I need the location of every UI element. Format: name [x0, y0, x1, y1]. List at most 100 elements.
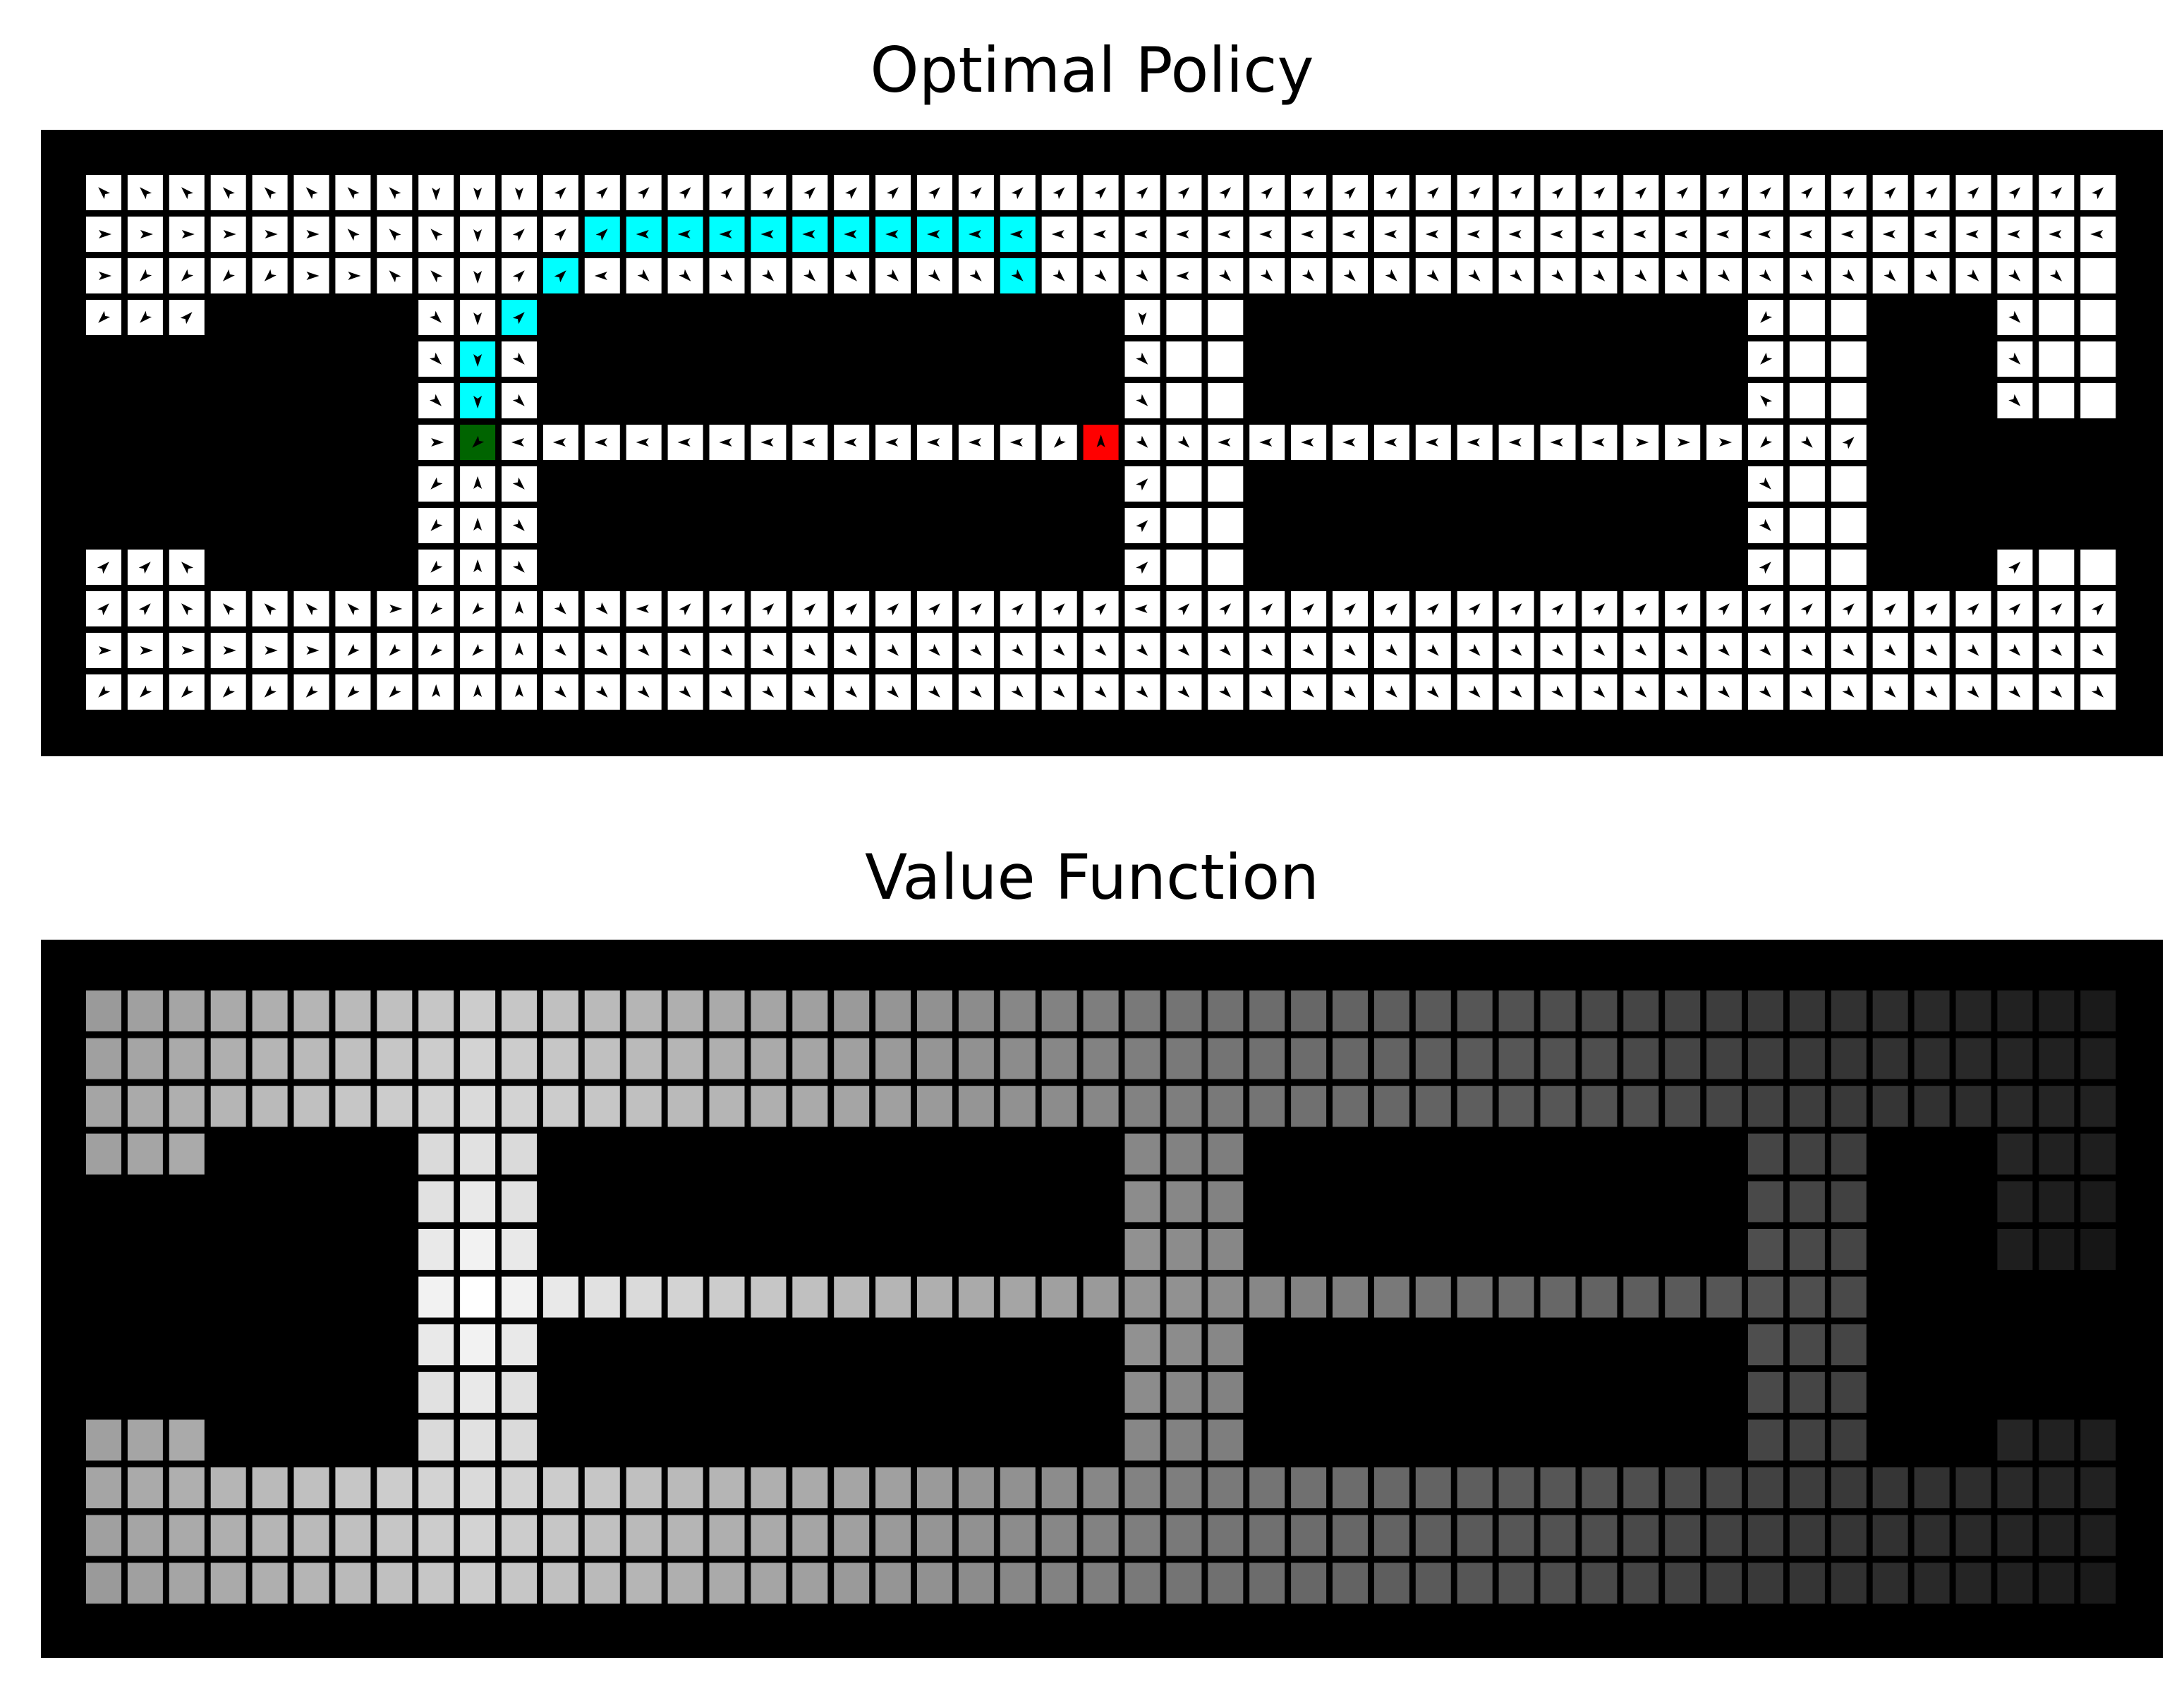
- value-cell: [1373, 1038, 1409, 1079]
- policy-arrow-icon: [719, 438, 732, 447]
- value-cell: [834, 1515, 870, 1556]
- policy-arrow-icon: [222, 187, 235, 200]
- policy-arrow-icon: [389, 229, 401, 241]
- policy-arrow-icon: [2008, 269, 2021, 281]
- value-cell: [169, 1133, 205, 1175]
- policy-arrow-icon: [2049, 230, 2062, 238]
- policy-arrow-icon: [679, 643, 691, 656]
- policy-arrow-icon: [265, 646, 278, 655]
- policy-arrow-icon: [1551, 603, 1564, 616]
- value-cell: [1789, 1371, 1825, 1413]
- value-cell: [86, 1515, 121, 1556]
- value-cell: [1415, 990, 1451, 1031]
- policy-arrow-icon: [140, 685, 152, 698]
- policy-arrow-icon: [802, 438, 815, 447]
- value-cell: [2039, 1229, 2075, 1270]
- policy-arrow-icon: [1259, 230, 1273, 238]
- policy-arrow-icon: [264, 269, 277, 281]
- value-cell: [502, 1467, 537, 1508]
- value-cell: [1124, 1133, 1160, 1175]
- policy-arrow-icon: [389, 270, 401, 283]
- value-cell: [1955, 1467, 1991, 1508]
- value-cell: [626, 1276, 662, 1318]
- grid-cell: [2039, 341, 2075, 377]
- policy-arrow-icon: [223, 646, 236, 655]
- policy-arrow-icon: [1510, 603, 1522, 616]
- value-cell: [1124, 1419, 1160, 1461]
- policy-arrow-icon: [430, 352, 442, 365]
- policy-arrow-icon: [1760, 352, 1773, 365]
- value-cell: [1041, 1515, 1077, 1556]
- value-cell: [502, 1133, 537, 1175]
- value-cell: [1457, 1467, 1493, 1508]
- value-cell: [502, 1371, 537, 1413]
- value-cell: [1831, 1371, 1867, 1413]
- value-cell: [584, 1276, 620, 1318]
- grid-cell: [1789, 508, 1825, 543]
- value-cell: [1208, 1467, 1244, 1508]
- policy-arrow-icon: [886, 603, 899, 616]
- policy-arrow-icon: [1636, 438, 1649, 447]
- policy-arrow-icon: [1011, 187, 1024, 200]
- policy-arrow-icon: [2008, 187, 2021, 200]
- value-cell: [1748, 990, 1783, 1031]
- grid-cell: [2039, 300, 2075, 335]
- value-cell: [1083, 990, 1119, 1031]
- policy-arrow-icon: [1176, 230, 1189, 238]
- policy-arrow-icon: [1842, 603, 1855, 616]
- value-cell: [335, 1515, 371, 1556]
- policy-arrow-icon: [1177, 435, 1190, 448]
- grid-cell: [1166, 383, 1202, 418]
- policy-arrow-icon: [1136, 562, 1148, 574]
- policy-arrow-icon: [636, 230, 649, 238]
- value-cell: [2039, 1038, 2075, 1079]
- value-cell: [1997, 1038, 2033, 1079]
- policy-arrow-icon: [762, 187, 775, 200]
- policy-arrow-icon: [1011, 643, 1024, 656]
- policy-arrow-icon: [1425, 230, 1438, 238]
- policy-arrow-icon: [1302, 187, 1314, 200]
- policy-arrow-icon: [432, 684, 441, 697]
- policy-arrow-icon: [1385, 603, 1397, 616]
- policy-arrow-icon: [1551, 685, 1564, 698]
- value-cell: [1540, 1086, 1576, 1127]
- value-cell: [751, 1086, 787, 1127]
- value-cell: [418, 1229, 454, 1270]
- value-cell: [1373, 1467, 1409, 1508]
- policy-arrow-icon: [677, 230, 691, 238]
- policy-arrow-icon: [1052, 187, 1065, 200]
- value-cell: [1789, 1419, 1825, 1461]
- value-cell: [1415, 1086, 1451, 1127]
- value-cell: [1914, 1563, 1950, 1604]
- value-cell: [1540, 990, 1576, 1031]
- grid-cell: [1789, 383, 1825, 418]
- policy-arrow-icon: [1676, 643, 1688, 656]
- value-cell: [460, 1038, 496, 1079]
- policy-arrow-icon: [430, 560, 443, 573]
- value-cell: [1706, 1563, 1742, 1604]
- value-cell: [751, 1467, 787, 1508]
- policy-arrow-icon: [1967, 187, 1979, 200]
- value-cell: [1457, 1276, 1493, 1318]
- policy-arrow-icon: [554, 685, 566, 698]
- policy-arrow-icon: [1799, 230, 1812, 238]
- policy-arrow-icon: [306, 272, 320, 280]
- value-cell: [1955, 1515, 1991, 1556]
- value-cell: [1208, 1371, 1244, 1413]
- policy-arrow-icon: [1510, 269, 1522, 281]
- value-cell: [1000, 1467, 1036, 1508]
- value-cell: [917, 1276, 952, 1318]
- value-cell: [667, 1467, 703, 1508]
- value-cell: [1415, 1515, 1451, 1556]
- value-cell: [1665, 1563, 1701, 1604]
- policy-arrow-icon: [1219, 603, 1232, 616]
- policy-arrow-icon: [473, 354, 483, 367]
- value-cell: [293, 990, 329, 1031]
- value-cell: [1249, 1467, 1285, 1508]
- policy-grid-panel: [41, 130, 2163, 756]
- policy-arrow-icon: [2008, 352, 2021, 365]
- value-cell: [1083, 1038, 1119, 1079]
- value-cell: [792, 990, 828, 1031]
- grid-cell: [1208, 383, 1244, 418]
- policy-arrow-icon: [1717, 643, 1730, 656]
